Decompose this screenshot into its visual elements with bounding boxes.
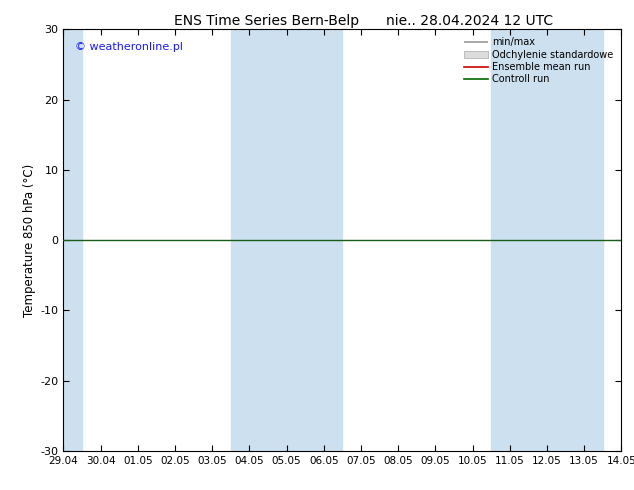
Legend: min/max, Odchylenie standardowe, Ensemble mean run, Controll run: min/max, Odchylenie standardowe, Ensembl… xyxy=(461,34,616,87)
Bar xyxy=(231,29,342,451)
Y-axis label: Temperature 850 hPa (°C): Temperature 850 hPa (°C) xyxy=(23,164,36,317)
Text: nie.. 28.04.2024 12 UTC: nie.. 28.04.2024 12 UTC xyxy=(385,14,553,28)
Text: © weatheronline.pl: © weatheronline.pl xyxy=(75,42,183,52)
Bar xyxy=(491,29,603,451)
Text: ENS Time Series Bern-Belp: ENS Time Series Bern-Belp xyxy=(174,14,359,28)
Bar xyxy=(45,29,82,451)
